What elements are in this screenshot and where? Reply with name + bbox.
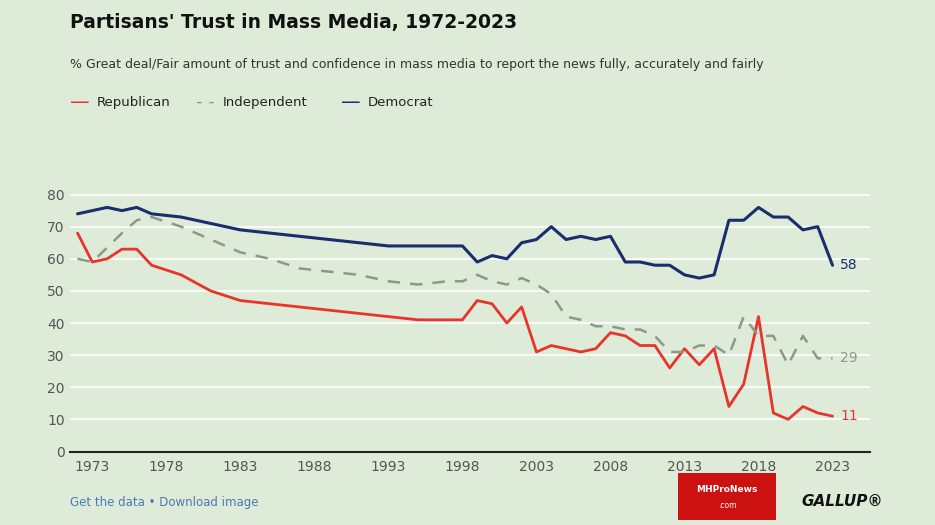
- Text: % Great deal/Fair amount of trust and confidence in mass media to report the new: % Great deal/Fair amount of trust and co…: [70, 58, 764, 71]
- Text: 58: 58: [840, 258, 857, 272]
- Text: Republican: Republican: [96, 96, 170, 109]
- Text: GALLUP®: GALLUP®: [802, 494, 884, 509]
- Text: Democrat: Democrat: [367, 96, 433, 109]
- Text: —: —: [341, 93, 361, 112]
- Text: Independent: Independent: [223, 96, 308, 109]
- Text: 29: 29: [840, 351, 857, 365]
- Text: —: —: [70, 93, 90, 112]
- Text: .com: .com: [718, 501, 736, 510]
- Text: MHProNews: MHProNews: [697, 485, 757, 494]
- Text: - -: - -: [196, 93, 215, 111]
- Text: Partisans' Trust in Mass Media, 1972-2023: Partisans' Trust in Mass Media, 1972-202…: [70, 13, 517, 32]
- Text: Get the data • Download image: Get the data • Download image: [70, 496, 259, 509]
- Text: 11: 11: [840, 409, 857, 423]
